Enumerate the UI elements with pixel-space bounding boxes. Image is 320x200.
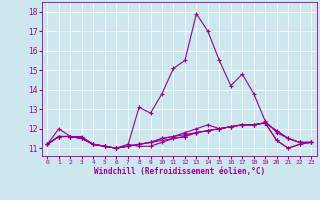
X-axis label: Windchill (Refroidissement éolien,°C): Windchill (Refroidissement éolien,°C) bbox=[94, 167, 265, 176]
